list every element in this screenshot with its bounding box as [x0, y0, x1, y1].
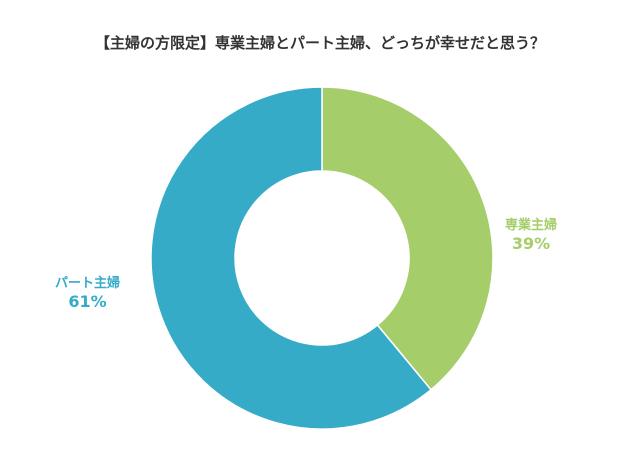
slice-label-senmu-name: 専業主婦: [505, 218, 558, 233]
slice-label-part-name: パート主婦: [55, 276, 121, 291]
slice-label-senmu: 専業主婦 39%: [505, 214, 557, 253]
slice-part: [150, 86, 433, 430]
chart-title: 【主婦の方限定】専業主婦とパート主婦、どっちが幸せだと思う？: [94, 34, 545, 52]
slice-label-part: パート主婦 61%: [55, 272, 120, 311]
slice-label-part-value: 61%: [68, 292, 107, 311]
slice-senmu: [321, 86, 494, 391]
slice-label-senmu-value: 39%: [511, 234, 551, 253]
